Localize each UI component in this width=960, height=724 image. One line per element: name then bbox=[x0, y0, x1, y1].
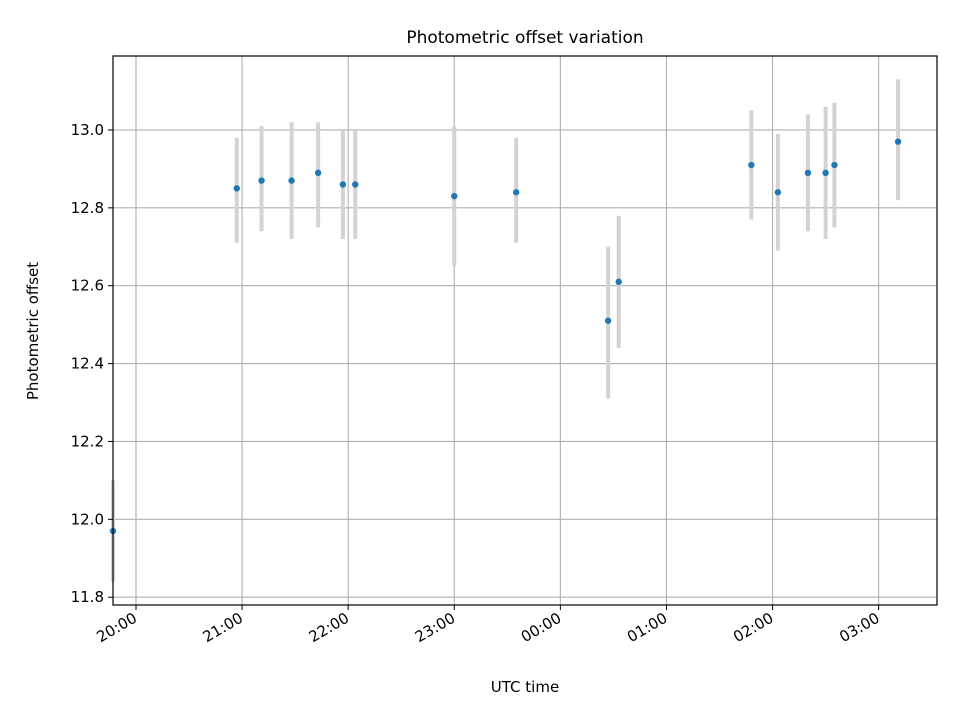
y-tick-label: 12.8 bbox=[71, 199, 104, 217]
y-tick-label: 13.0 bbox=[71, 121, 104, 139]
data-point bbox=[314, 169, 322, 177]
x-tick-label: 02:00 bbox=[730, 609, 776, 646]
data-point bbox=[339, 181, 347, 188]
x-tick-label: 22:00 bbox=[306, 609, 352, 646]
data-point bbox=[233, 185, 240, 192]
y-tick-label: 12.6 bbox=[71, 277, 104, 295]
data-point bbox=[822, 169, 829, 177]
y-tick-label: 11.8 bbox=[71, 588, 104, 606]
grid bbox=[113, 56, 937, 605]
x-tick-label: 23:00 bbox=[412, 609, 458, 646]
data-point bbox=[748, 161, 755, 169]
y-tick-label: 12.4 bbox=[71, 355, 104, 373]
y-axis-label: Photometric offset bbox=[24, 262, 42, 400]
data-point bbox=[352, 181, 359, 188]
data-point bbox=[288, 177, 295, 184]
error-bars bbox=[111, 79, 901, 582]
x-tick-label: 01:00 bbox=[624, 609, 670, 646]
data-points bbox=[109, 138, 902, 535]
data-point bbox=[774, 189, 782, 196]
plot-frame bbox=[112, 55, 938, 606]
x-tick-label: 20:00 bbox=[94, 609, 140, 646]
x-tick-label: 00:00 bbox=[518, 609, 564, 646]
y-tick-label: 12.2 bbox=[71, 432, 104, 450]
x-tick-label: 21:00 bbox=[200, 609, 246, 646]
data-point bbox=[258, 177, 265, 184]
axis-ticks: 20:00 21:00 22:00 23:00 00:00 01:00 02:00 03:00… bbox=[71, 121, 883, 646]
data-point bbox=[512, 189, 520, 196]
data-point bbox=[451, 192, 458, 200]
data-point bbox=[615, 278, 622, 286]
y-tick-label: 12.0 bbox=[71, 510, 104, 528]
data-point bbox=[831, 161, 838, 169]
x-tick-label: 03:00 bbox=[836, 609, 882, 646]
data-point bbox=[894, 138, 902, 145]
data-point bbox=[604, 317, 612, 324]
data-point bbox=[804, 169, 812, 177]
x-axis-label: UTC time bbox=[491, 678, 559, 696]
chart-title: Photometric offset variation bbox=[406, 28, 643, 48]
